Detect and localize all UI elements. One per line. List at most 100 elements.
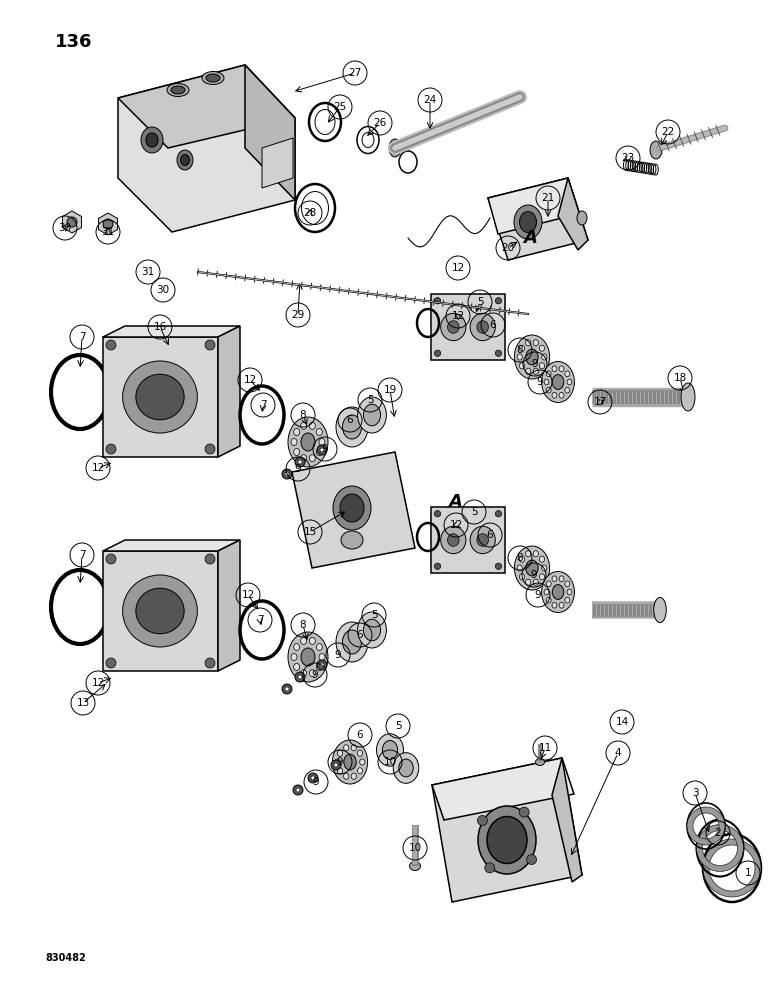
Circle shape (103, 219, 113, 229)
Ellipse shape (559, 602, 564, 608)
Circle shape (205, 444, 215, 454)
Polygon shape (432, 758, 582, 902)
Ellipse shape (351, 773, 356, 779)
Ellipse shape (294, 663, 300, 670)
Ellipse shape (539, 363, 544, 369)
Ellipse shape (206, 74, 220, 82)
Ellipse shape (291, 654, 297, 660)
Ellipse shape (544, 379, 549, 385)
Polygon shape (431, 507, 505, 573)
Text: 9: 9 (337, 757, 343, 767)
Ellipse shape (300, 455, 307, 462)
Ellipse shape (517, 354, 523, 360)
Ellipse shape (351, 745, 356, 751)
Circle shape (285, 687, 289, 691)
Ellipse shape (577, 211, 587, 225)
Text: 14: 14 (615, 717, 629, 727)
Circle shape (298, 675, 302, 679)
Ellipse shape (300, 670, 307, 677)
Ellipse shape (552, 602, 557, 608)
Ellipse shape (141, 127, 163, 153)
Ellipse shape (122, 361, 197, 433)
Ellipse shape (470, 313, 495, 341)
Text: 12: 12 (452, 263, 465, 273)
Ellipse shape (552, 375, 564, 389)
Ellipse shape (526, 579, 531, 585)
Text: 21: 21 (541, 193, 555, 203)
Ellipse shape (300, 637, 307, 644)
Ellipse shape (310, 637, 315, 644)
Ellipse shape (519, 212, 537, 232)
Text: 5: 5 (470, 507, 477, 517)
Text: 7: 7 (257, 615, 264, 625)
Polygon shape (118, 65, 295, 232)
Circle shape (495, 511, 502, 517)
Polygon shape (558, 178, 588, 250)
Ellipse shape (363, 404, 381, 426)
Ellipse shape (681, 383, 695, 411)
Circle shape (295, 672, 305, 682)
Text: 8: 8 (516, 553, 523, 563)
Ellipse shape (301, 648, 315, 666)
Text: 12: 12 (243, 375, 257, 385)
Text: 9: 9 (312, 670, 318, 680)
Ellipse shape (534, 551, 538, 557)
Polygon shape (218, 326, 240, 457)
Text: 27: 27 (349, 68, 362, 78)
Ellipse shape (526, 340, 531, 346)
Ellipse shape (294, 448, 300, 455)
Circle shape (106, 444, 116, 454)
Circle shape (434, 511, 441, 517)
Text: 26: 26 (374, 118, 387, 128)
Ellipse shape (136, 374, 184, 420)
Wedge shape (697, 824, 743, 871)
Text: 31: 31 (141, 267, 154, 277)
Circle shape (434, 350, 441, 356)
Circle shape (282, 684, 292, 694)
Ellipse shape (319, 654, 325, 660)
Ellipse shape (441, 313, 466, 341)
Text: 2: 2 (714, 828, 722, 838)
Text: 23: 23 (622, 153, 635, 163)
Ellipse shape (343, 745, 349, 751)
Ellipse shape (382, 741, 398, 759)
Text: 9: 9 (534, 590, 541, 600)
Polygon shape (488, 178, 578, 234)
Ellipse shape (534, 579, 538, 585)
Circle shape (205, 340, 215, 350)
Ellipse shape (478, 806, 536, 874)
Wedge shape (687, 807, 725, 845)
Ellipse shape (319, 438, 325, 446)
Ellipse shape (539, 345, 544, 351)
Polygon shape (292, 452, 415, 568)
Text: 7: 7 (260, 400, 266, 410)
Ellipse shape (526, 349, 538, 365)
Text: 31: 31 (101, 227, 115, 237)
Ellipse shape (291, 438, 297, 446)
Ellipse shape (310, 422, 315, 429)
Text: 16: 16 (154, 322, 167, 332)
Circle shape (495, 298, 502, 304)
Ellipse shape (310, 455, 315, 462)
Ellipse shape (539, 556, 544, 562)
Ellipse shape (342, 415, 361, 439)
Ellipse shape (181, 154, 190, 165)
Ellipse shape (294, 644, 300, 651)
Text: 6: 6 (490, 320, 496, 330)
Circle shape (106, 658, 116, 668)
Circle shape (106, 554, 116, 564)
Ellipse shape (519, 363, 525, 369)
Ellipse shape (552, 392, 557, 398)
Ellipse shape (567, 379, 572, 385)
Ellipse shape (393, 753, 419, 783)
Ellipse shape (541, 565, 547, 571)
Ellipse shape (565, 371, 569, 377)
Ellipse shape (517, 565, 523, 571)
Ellipse shape (477, 321, 488, 333)
Ellipse shape (559, 392, 564, 398)
Ellipse shape (343, 773, 349, 779)
Ellipse shape (410, 861, 420, 870)
Ellipse shape (338, 750, 342, 756)
Circle shape (205, 554, 215, 564)
Ellipse shape (167, 84, 189, 97)
